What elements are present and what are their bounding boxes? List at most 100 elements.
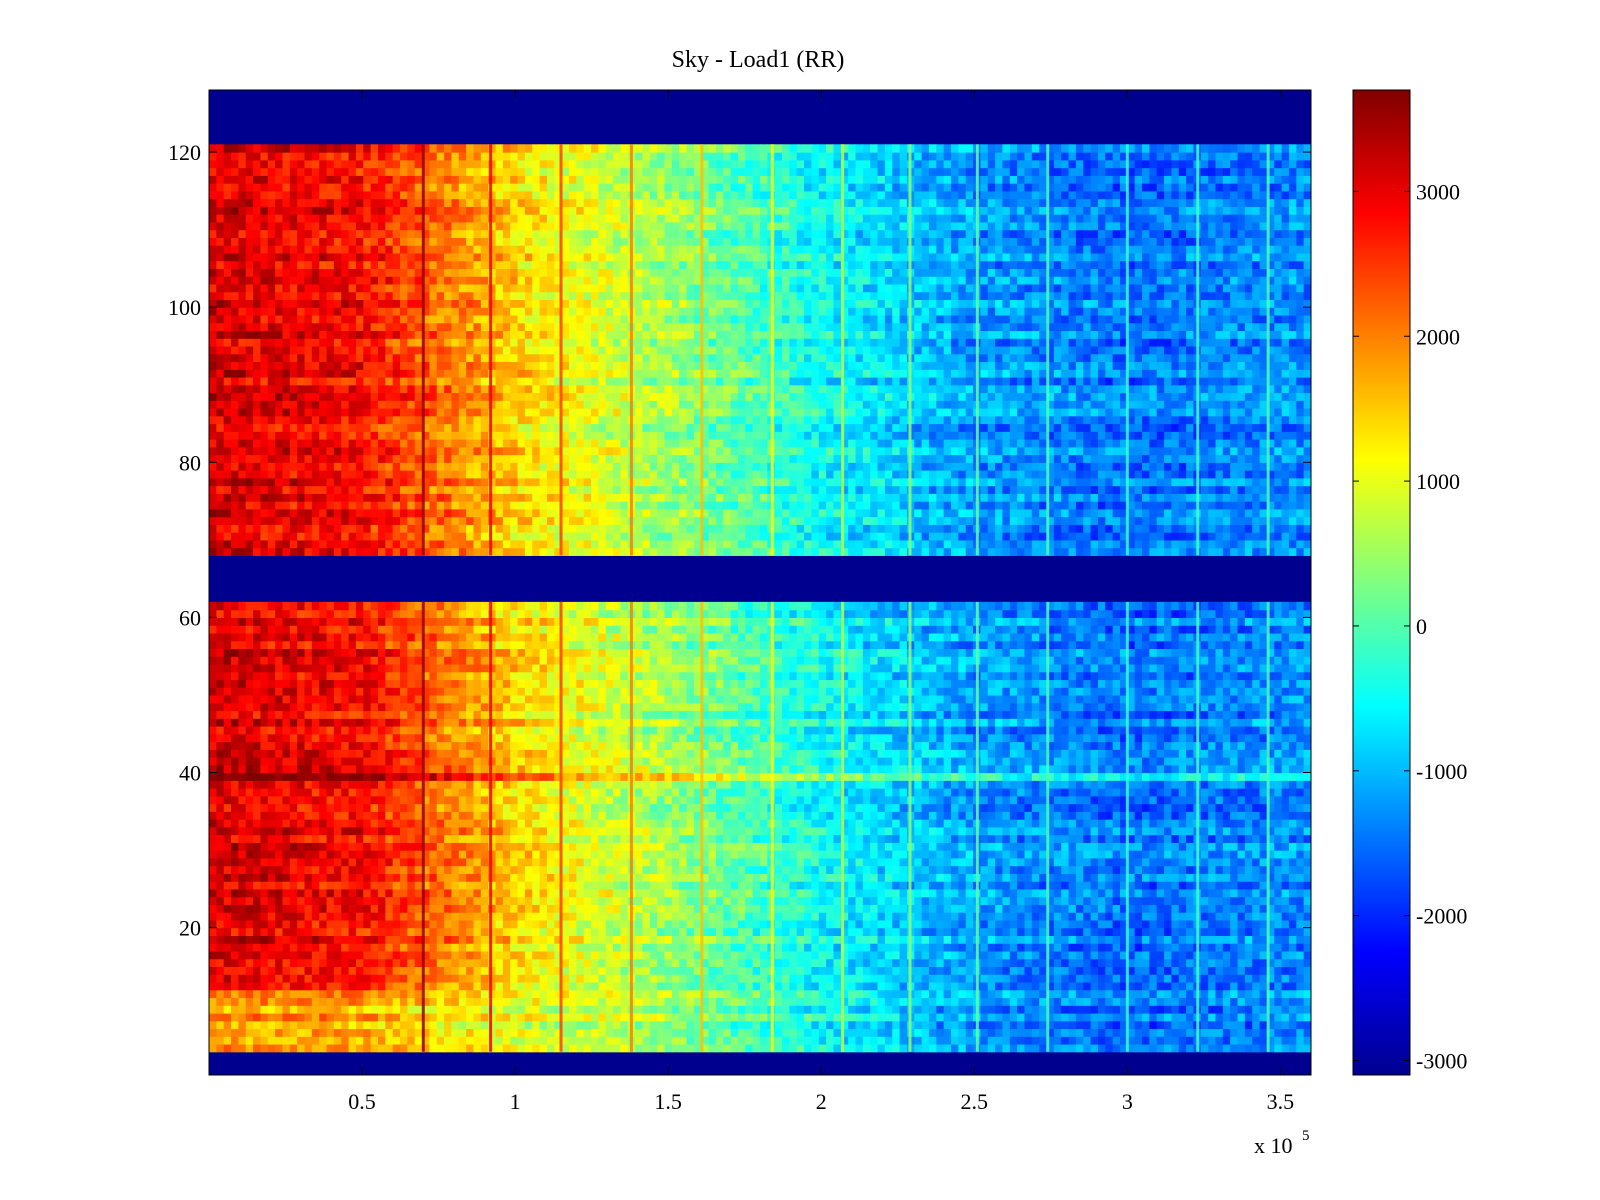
heatmap-cell	[862, 888, 871, 898]
heatmap-cell	[267, 1012, 276, 1022]
heatmap-cell	[333, 927, 342, 936]
heatmap-cell	[282, 997, 291, 1006]
heatmap-cell	[855, 865, 864, 874]
heatmap-cell	[333, 1043, 342, 1053]
heatmap-cell	[348, 888, 357, 898]
heatmap-cell	[870, 850, 879, 859]
heatmap-cell	[1097, 1012, 1106, 1022]
heatmap-cell	[1031, 927, 1040, 936]
heatmap-cell	[1142, 904, 1150, 913]
heatmap-cell	[451, 927, 460, 936]
heatmap-cell	[1068, 857, 1077, 867]
heatmap-cell	[693, 989, 702, 999]
heatmap-cell	[928, 1020, 937, 1030]
heatmap-cell	[877, 842, 886, 851]
heatmap-cell	[737, 1036, 746, 1045]
heatmap-cell	[524, 850, 533, 859]
heatmap-cell	[1200, 997, 1209, 1006]
heatmap-cell	[1061, 873, 1070, 882]
heatmap-cell	[1156, 819, 1165, 828]
heatmap-cell	[862, 873, 871, 882]
heatmap-cell	[591, 873, 599, 882]
heatmap-cell	[701, 857, 710, 867]
heatmap-cell	[613, 989, 622, 999]
heatmap-cell	[1127, 803, 1136, 812]
heatmap-cell	[723, 896, 732, 905]
heatmap-cell	[686, 981, 695, 991]
heatmap-cell	[253, 788, 262, 797]
heatmap-cell	[671, 958, 680, 968]
heatmap-cell	[341, 989, 350, 999]
heatmap-cell	[245, 989, 254, 999]
heatmap-cell	[980, 950, 989, 960]
heatmap-cell	[936, 997, 945, 1006]
heatmap-cell	[745, 857, 754, 867]
heatmap-cell	[818, 981, 827, 991]
heatmap-cell	[216, 989, 225, 999]
heatmap-cell	[1149, 989, 1158, 999]
heatmap-cell	[899, 888, 908, 898]
heatmap-cell	[1112, 850, 1121, 859]
heatmap-cell	[517, 811, 526, 820]
heatmap-cell	[848, 881, 857, 890]
heatmap-cell	[532, 881, 541, 890]
heatmap-cell	[216, 1012, 225, 1022]
heatmap-cell	[1017, 842, 1026, 851]
heatmap-cell	[253, 865, 262, 874]
heatmap-cell	[1266, 811, 1275, 820]
heatmap-cell	[1171, 834, 1180, 843]
heatmap-cell	[892, 865, 901, 874]
heatmap-cell	[723, 943, 732, 952]
heatmap-cell	[899, 1012, 908, 1022]
heatmap-cell	[1288, 850, 1297, 859]
heatmap-cell	[1097, 881, 1106, 890]
heatmap-cell	[223, 950, 232, 960]
heatmap-cell	[414, 1020, 423, 1030]
heatmap-cell	[995, 1012, 1004, 1022]
heatmap-cell	[914, 974, 923, 983]
heatmap-cell	[1156, 811, 1165, 820]
heatmap-cell	[701, 850, 710, 859]
heatmap-cell	[524, 1043, 533, 1053]
heatmap-cell	[987, 1043, 996, 1053]
heatmap-cell	[363, 966, 372, 975]
heatmap-cell	[1222, 919, 1231, 929]
heatmap-cell	[1222, 826, 1231, 836]
heatmap-cell	[987, 958, 996, 968]
heatmap-cell	[649, 981, 658, 991]
heatmap-cell	[877, 865, 886, 874]
heatmap-cell	[789, 989, 798, 999]
heatmap-cell	[958, 912, 967, 921]
heatmap-cell	[348, 865, 357, 874]
heatmap-cell	[1112, 935, 1121, 944]
heatmap-cell	[958, 1012, 967, 1022]
heatmap-cell	[377, 842, 386, 851]
heatmap-cell	[598, 1020, 607, 1030]
heatmap-cell	[466, 850, 475, 859]
heatmap-cell	[840, 1028, 849, 1037]
heatmap-cell	[1259, 1005, 1268, 1014]
heatmap-cell	[451, 811, 460, 820]
heatmap-cell	[355, 989, 364, 999]
heatmap-cell	[1215, 943, 1224, 952]
heatmap-cell	[561, 989, 570, 999]
heatmap-cell	[1208, 919, 1217, 929]
heatmap-cell	[1142, 1005, 1150, 1014]
heatmap-cell	[745, 1043, 754, 1053]
heatmap-cell	[238, 826, 247, 836]
heatmap-cell	[884, 1043, 893, 1053]
heatmap-cell	[987, 989, 996, 999]
heatmap-cell	[238, 997, 247, 1006]
heatmap-cell	[848, 795, 857, 805]
heatmap-cell	[892, 950, 901, 960]
heatmap-cell	[752, 881, 761, 890]
heatmap-cell	[613, 842, 622, 851]
heatmap-cell	[642, 881, 651, 890]
heatmap-cell	[348, 788, 357, 797]
heatmap-cell	[877, 803, 886, 812]
heatmap-cell	[253, 834, 262, 843]
heatmap-cell	[1303, 935, 1311, 944]
heatmap-cell	[1075, 958, 1084, 968]
heatmap-cell	[760, 873, 768, 882]
heatmap-cell	[392, 950, 401, 960]
